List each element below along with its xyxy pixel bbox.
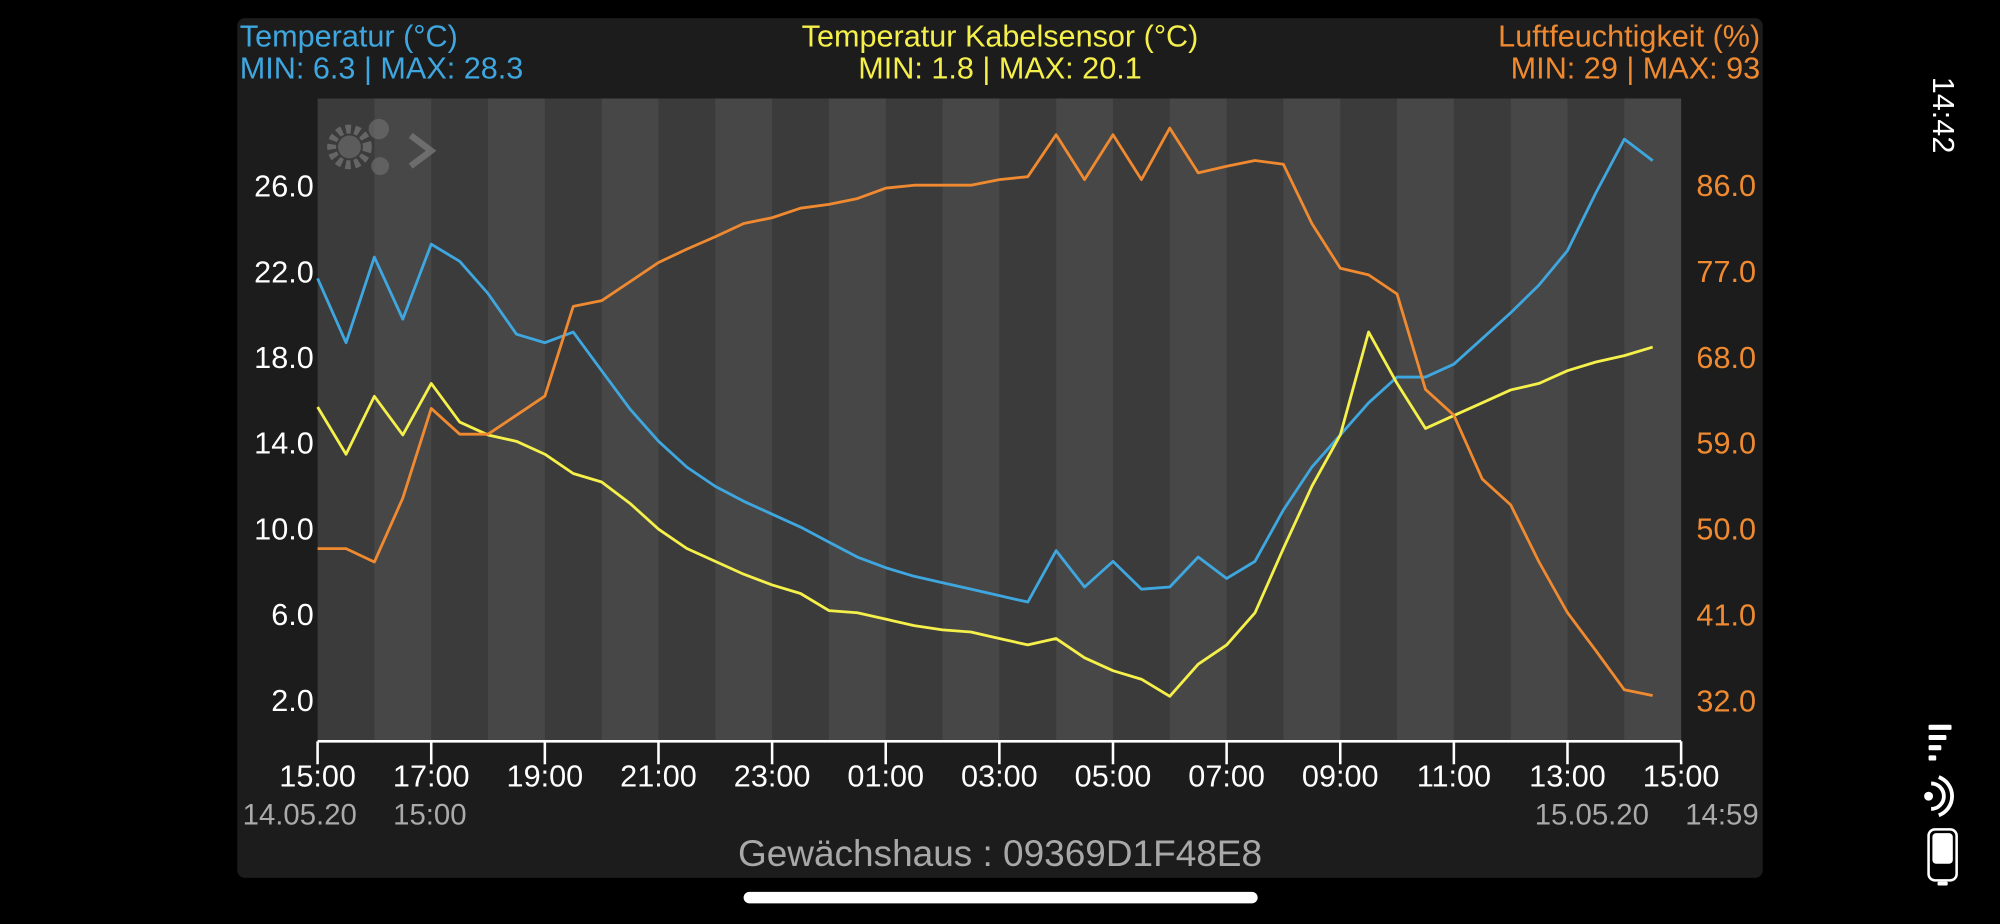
series-lines xyxy=(316,126,1654,698)
x-tick-label: 03:00 xyxy=(961,759,1038,793)
wifi-icon xyxy=(1924,775,1954,818)
x-tick-label: 07:00 xyxy=(1188,759,1265,793)
x-tick-label: 23:00 xyxy=(734,759,811,793)
y2-tick-label: 77.0 xyxy=(1696,255,1756,289)
legend-stats: MIN: 1.8 | MAX: 20.1 xyxy=(858,52,1142,86)
x-tick-label: 19:00 xyxy=(507,759,584,793)
x-tick-label: 05:00 xyxy=(1075,759,1152,793)
hour-band xyxy=(1056,98,1113,742)
hour-band xyxy=(828,98,886,742)
legend-name: Luftfeuchtigkeit (%) xyxy=(1498,20,1760,54)
series-line xyxy=(316,330,1654,698)
series-line xyxy=(317,126,1653,697)
y2-tick-label: 32.0 xyxy=(1696,684,1756,718)
gear-small xyxy=(368,118,390,140)
range-start-time: 15:00 xyxy=(393,798,466,831)
y-tick-label: 26.0 xyxy=(254,170,314,204)
x-tick-label: 13:00 xyxy=(1529,759,1606,793)
axes: 15:00 17:00 19:00 21:00 23:00 01:00 03:00 05:00… xyxy=(254,169,1756,793)
y-tick-label: 18.0 xyxy=(254,341,314,375)
settings-icon[interactable] xyxy=(327,118,390,176)
x-tick-label: 17:00 xyxy=(393,759,470,793)
y-tick-label: 22.0 xyxy=(254,255,314,289)
range-end-date: 15.05.20 xyxy=(1535,798,1649,831)
gear-large xyxy=(327,124,372,170)
y2-tick-label: 59.0 xyxy=(1696,427,1756,461)
x-tick-label: 11:00 xyxy=(1417,759,1491,793)
y2-tick-label: 68.0 xyxy=(1696,341,1756,375)
hour-band xyxy=(942,98,1000,742)
legend: Temperatur (°C)MIN: 6.3 | MAX: 28.3 Tempe… xyxy=(240,20,1760,86)
y-tick-label: 14.0 xyxy=(254,427,314,461)
y2-tick-label: 50.0 xyxy=(1696,513,1756,547)
range-start-date: 14.05.20 xyxy=(243,798,357,831)
x-tick-label: 21:00 xyxy=(620,759,697,793)
y2-tick-label: 86.0 xyxy=(1696,169,1756,203)
legend-name: Temperatur (°C) xyxy=(240,20,458,54)
legend-stats: MIN: 29 | MAX: 93 xyxy=(1511,52,1761,86)
home-indicator xyxy=(743,891,1258,904)
legend-name: Temperatur Kabelsensor (°C) xyxy=(802,20,1199,54)
hour-band xyxy=(488,98,545,742)
hour-bands xyxy=(374,98,1682,742)
legend-stats: MIN: 6.3 | MAX: 28.3 xyxy=(240,52,524,86)
hour-band xyxy=(1624,98,1682,742)
y-tick-label: 10.0 xyxy=(254,512,314,546)
x-tick-label: 09:00 xyxy=(1302,759,1379,793)
x-tick-label: 01:00 xyxy=(847,759,924,793)
hour-band xyxy=(1283,98,1341,742)
gear-small xyxy=(371,157,390,176)
signal-icon xyxy=(1928,724,1952,761)
hour-band xyxy=(715,98,773,742)
y-tick-label: 6.0 xyxy=(271,598,314,632)
x-tick-label: 15:00 xyxy=(279,759,356,793)
hour-band xyxy=(374,98,432,742)
next-icon[interactable] xyxy=(408,132,437,169)
battery-icon xyxy=(1927,828,1958,886)
range-end-time: 14:59 xyxy=(1685,798,1758,831)
hour-band xyxy=(1169,98,1227,742)
gear-large-body xyxy=(338,135,361,159)
y2-tick-label: 41.0 xyxy=(1696,598,1756,632)
chart-title: Gewächshaus : 09369D1F48E8 xyxy=(738,833,1262,874)
hour-band xyxy=(1510,98,1568,742)
x-tick-label: 15:00 xyxy=(1643,759,1720,793)
series-line xyxy=(316,137,1654,604)
y-tick-label: 2.0 xyxy=(271,684,314,718)
status-time: 14:42 xyxy=(1926,77,1960,154)
hour-band xyxy=(601,98,659,742)
